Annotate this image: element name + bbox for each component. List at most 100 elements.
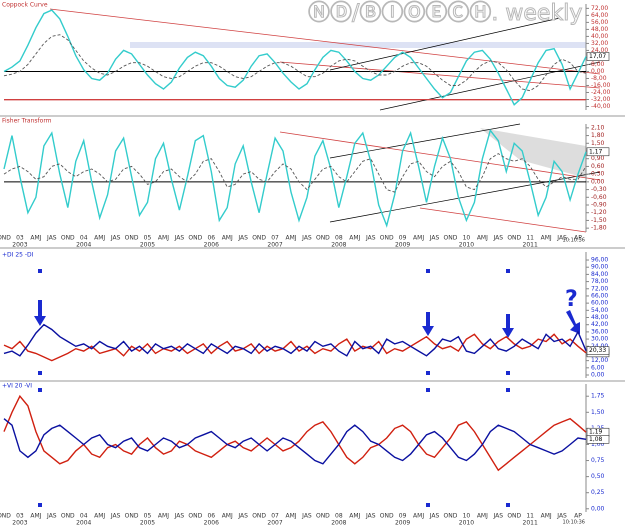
y-tick-label: 42,00: [591, 321, 608, 328]
y-tick-label: -8,00: [591, 75, 607, 82]
x-tick-label: AMJ: [349, 513, 360, 520]
series-line: [3, 153, 587, 193]
y-tick-label: -0,60: [591, 194, 607, 201]
x-tick-label: AMJ: [285, 513, 296, 520]
markers: [34, 269, 580, 507]
y-tick-label: 0,00: [591, 178, 605, 185]
x-tick-label: JAS: [174, 235, 185, 242]
x-tick-label: OND: [507, 513, 521, 520]
y-tick-label: 48,00: [591, 26, 608, 33]
series-line: [3, 9, 587, 106]
y-tick-label: -1,50: [591, 217, 607, 224]
y-tick-label: -0,30: [591, 186, 607, 193]
y-tick-label: 8,00: [591, 61, 605, 68]
series-line: [3, 128, 587, 228]
y-tick-label: 0,30: [591, 171, 605, 178]
x-tick-label: AMJ: [541, 513, 552, 520]
x-tick-label: 09: [399, 513, 407, 520]
x-tick-label: 08: [335, 513, 343, 520]
x-tick-label: AP: [574, 513, 582, 520]
value-label: 1,08: [589, 436, 603, 443]
x-tick-label: OND: [507, 235, 521, 242]
marker: [506, 371, 510, 375]
y-tick-label: 32,00: [591, 40, 608, 47]
value-label: 1,19: [589, 429, 603, 436]
y-tick-label: -0,90: [591, 202, 607, 209]
y-tick-label: 0,00: [591, 68, 605, 75]
y-tick-label: 90,00: [591, 264, 608, 271]
x-year-label: 2005: [140, 520, 155, 527]
x-tick-label: OND: [380, 235, 394, 242]
y-tick-label: 30,00: [591, 336, 608, 343]
marker: [426, 503, 430, 507]
arrow: [502, 314, 514, 338]
x-year-label: 2011: [523, 242, 538, 249]
x-tick-label: JAS: [556, 513, 567, 520]
marker: [426, 269, 430, 273]
y-tick-label: 0,25: [591, 489, 605, 496]
x-year-label: 2003: [12, 520, 27, 527]
y-tick-label: -1,20: [591, 209, 607, 216]
y-tick-label: -16,00: [591, 82, 611, 89]
annotation: ?: [565, 287, 578, 312]
y-tick-label: -32,00: [591, 96, 611, 103]
y-tick-label: 72,00: [591, 285, 608, 292]
x-tick-label: AMJ: [94, 235, 105, 242]
marker: [506, 503, 510, 507]
x-tick-label: 09: [399, 235, 407, 242]
x-tick-label: 03: [16, 235, 24, 242]
x-year-label: 2003: [12, 242, 27, 249]
x-year-label: 2007: [267, 520, 282, 527]
value-box: [586, 147, 610, 157]
y-tick-label: 24,00: [591, 47, 608, 54]
x-tick-label: 11: [526, 235, 534, 242]
x-tick-label: JAS: [110, 235, 121, 242]
x-tick-label: JAS: [365, 513, 376, 520]
y-tick-label: 0,60: [591, 163, 605, 170]
trend-line: [329, 17, 561, 71]
x-tick-label: OND: [380, 513, 394, 520]
value-box: [586, 346, 610, 355]
x-year-label: 2008: [331, 242, 346, 249]
x-tick-label: OND: [252, 235, 266, 242]
y-tick-label: 1,50: [591, 409, 605, 416]
y-tick-label: 0,90: [591, 155, 605, 162]
panel-title: Coppock Curve: [2, 2, 48, 9]
y-tick-label: 0,00: [591, 372, 605, 379]
x-tick-label: 08: [335, 235, 343, 242]
x-tick-label: JAS: [110, 513, 121, 520]
y-tick-label: 6,00: [591, 364, 605, 371]
marker: [426, 388, 430, 392]
y-tick-label: 60,00: [591, 300, 608, 307]
series-line: [3, 418, 587, 465]
x-year-label: 2010: [459, 520, 474, 527]
marker: [38, 371, 42, 375]
x-tick-label: JAS: [237, 235, 248, 242]
value-label: 1,17: [589, 148, 603, 155]
x-tick-label: AMJ: [349, 235, 360, 242]
y-tick-label: 84,00: [591, 271, 608, 278]
x-year-label: 2009: [395, 242, 410, 249]
y-tick-label: -40,00: [591, 103, 611, 110]
x-tick-label: 04: [80, 235, 88, 242]
x-year-label: 2007: [267, 242, 282, 249]
y-tick-label: 96,00: [591, 257, 608, 264]
x-tick-label: OND: [188, 235, 202, 242]
x-tick-label: OND: [188, 513, 202, 520]
x-tick-label: JAS: [365, 235, 376, 242]
x-tick-label: JAS: [493, 513, 504, 520]
arrow: [34, 300, 46, 326]
value-label: 20,33: [589, 347, 606, 354]
y-tick-label: 24,00: [591, 343, 608, 350]
x-tick-label: AMJ: [477, 235, 488, 242]
x-tick-label: OND: [125, 235, 139, 242]
x-tick-label: OND: [125, 513, 139, 520]
x-tick-label: OND: [444, 513, 458, 520]
y-tick-label: 72,00: [591, 5, 608, 12]
x-tick-label: JAS: [556, 235, 567, 242]
x-tick-label: JAS: [174, 513, 185, 520]
y-tick-label: 0,75: [591, 457, 605, 464]
x-tick-label: 10: [463, 235, 471, 242]
arrow: [566, 310, 580, 334]
